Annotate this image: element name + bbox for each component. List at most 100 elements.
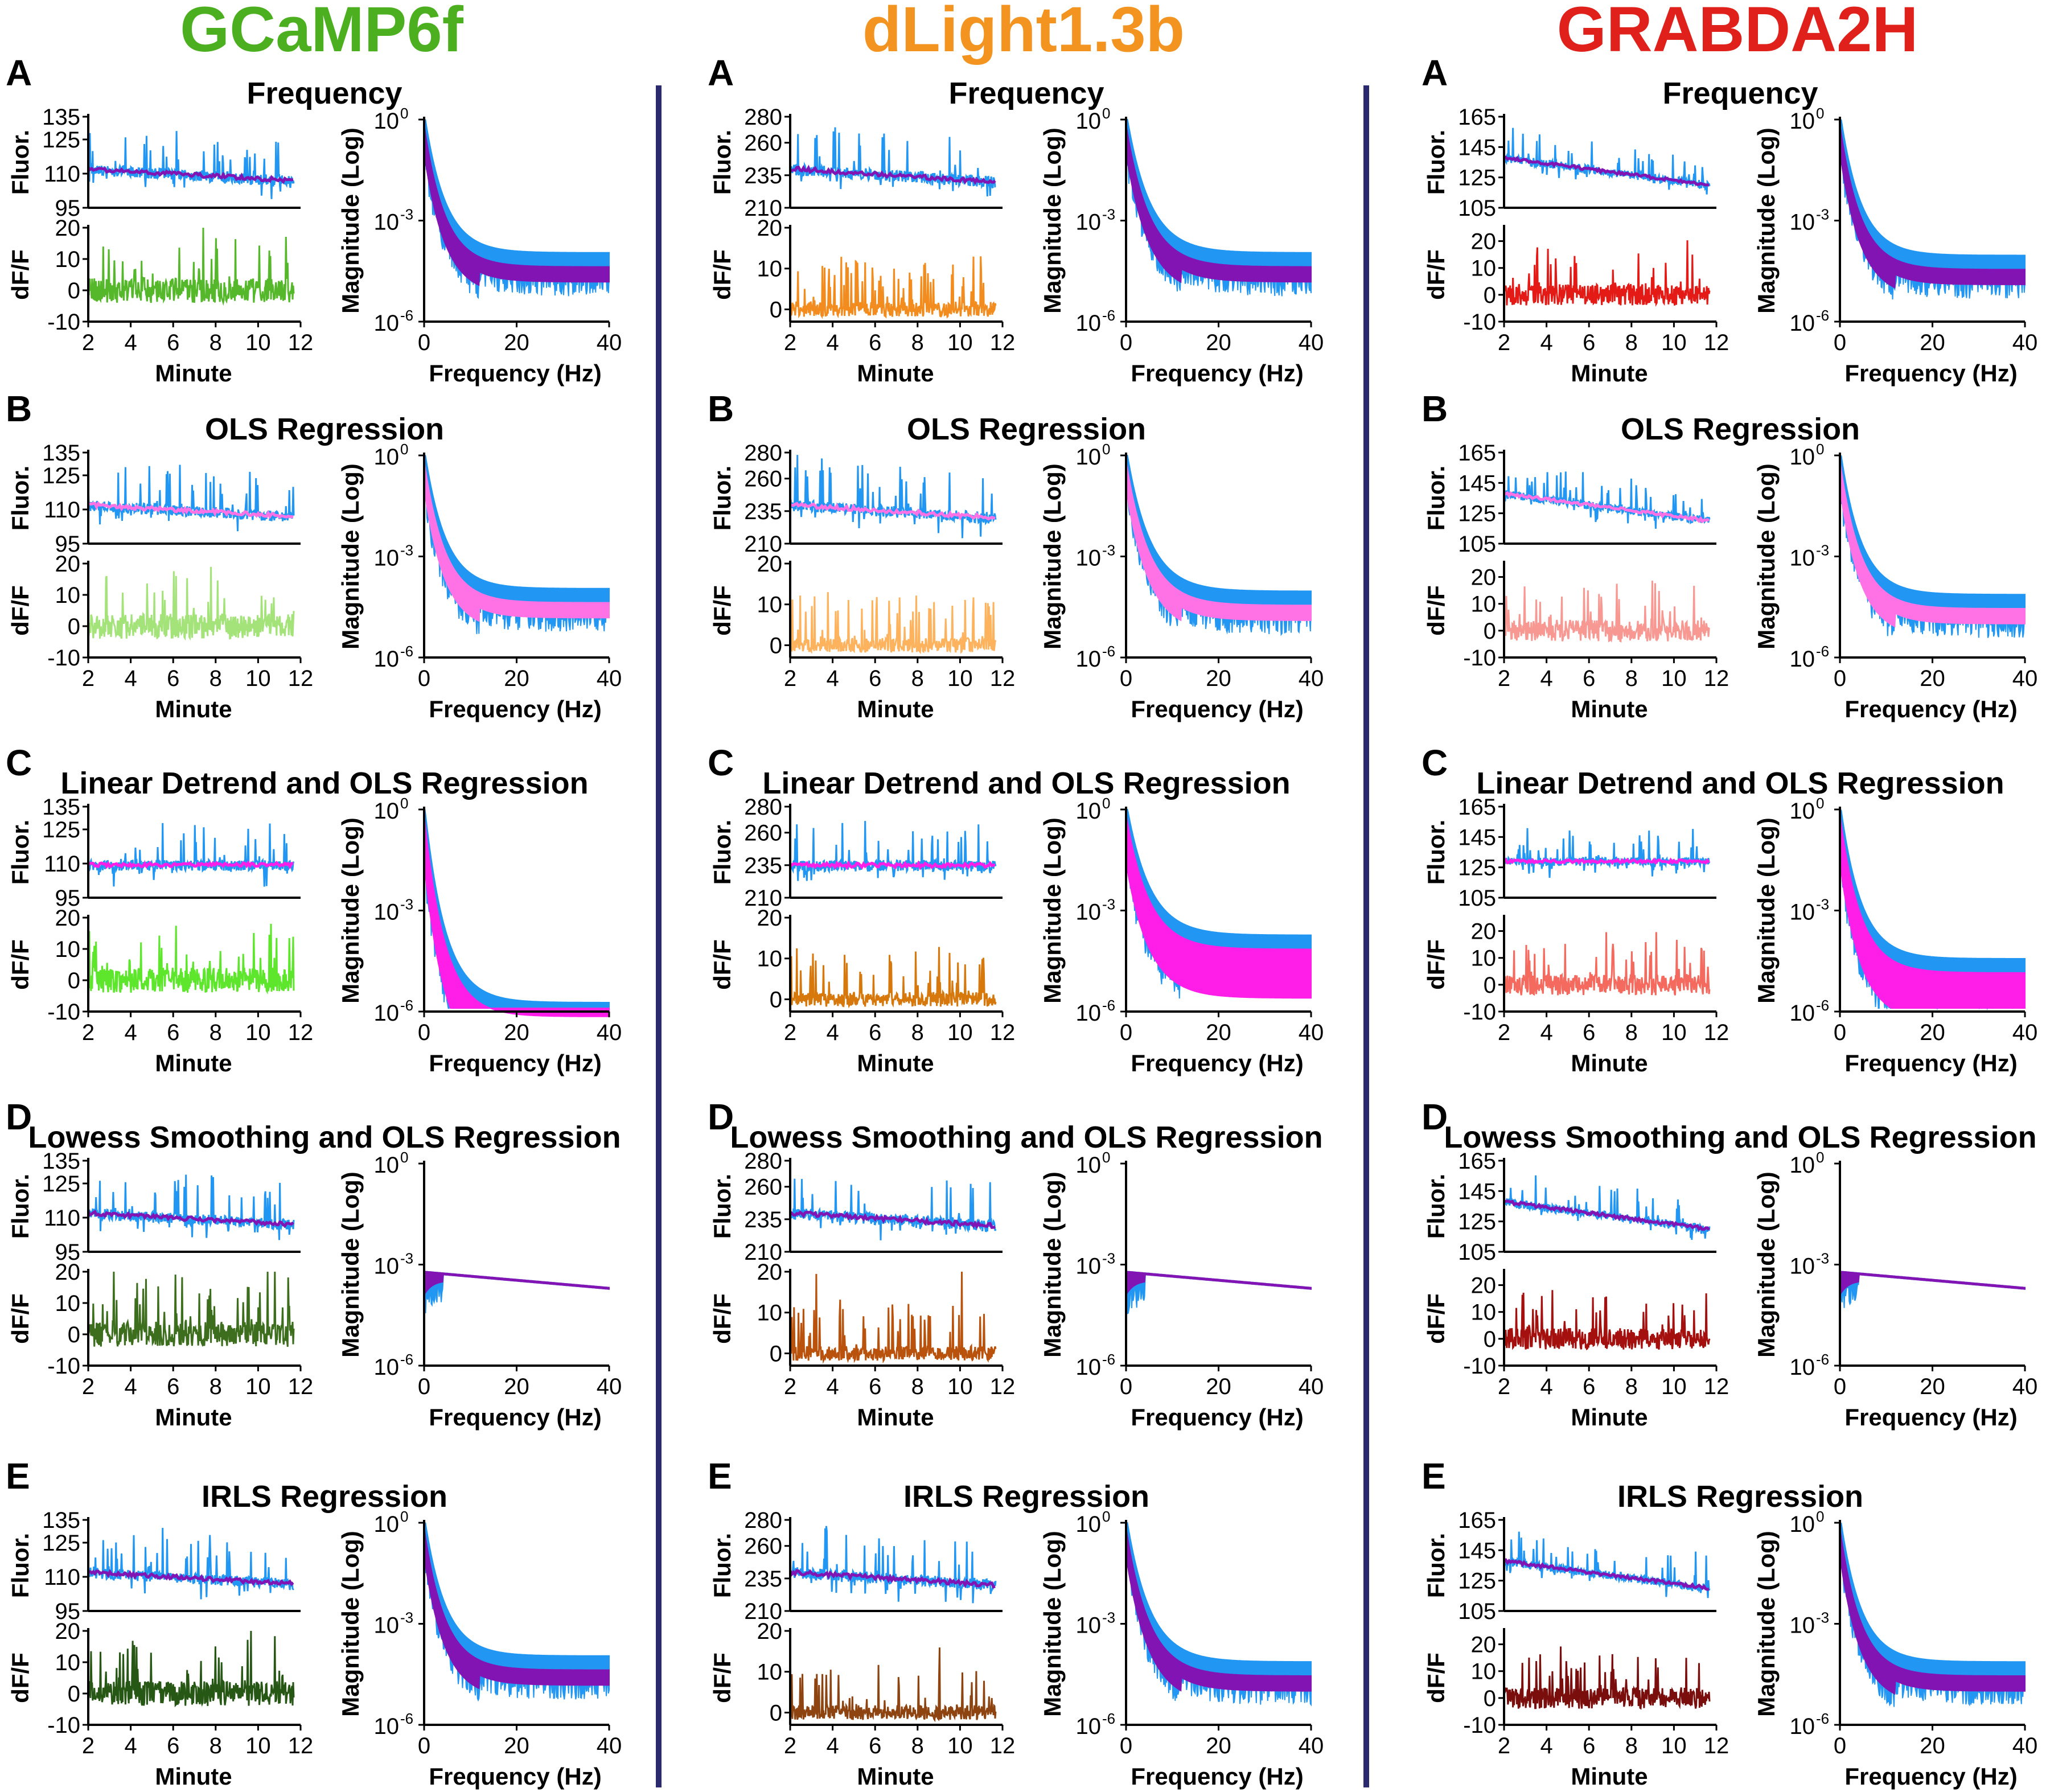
dff-y-tick-label: 0 (68, 278, 80, 303)
fft-x-tick-label: 0 (1834, 1020, 1846, 1045)
dff-y-label: dF/F (7, 1293, 34, 1344)
time-tick-label: 2 (1498, 1374, 1510, 1399)
fft-y-tick-label: 10 (1790, 647, 1815, 672)
dff-y-label: dF/F (1423, 1293, 1449, 1344)
time-tick-label: 2 (784, 1374, 796, 1399)
fft-y-tick-label: 10 (1790, 1355, 1815, 1380)
panel-title: IRLS Regression (903, 1479, 1149, 1514)
fluor-y-label: Fluor. (709, 130, 736, 195)
panel-E-GRABDA2H: E IRLS Regression105125145165Fluor.-10010… (1422, 1456, 2037, 1790)
fluor-y-tick-label: 125 (42, 817, 80, 842)
fft-x-label: Frequency (Hz) (1131, 696, 1303, 722)
fluor-y-label: Fluor. (709, 466, 736, 531)
dff-y-tick-label: -10 (1463, 1354, 1496, 1379)
fft-y-label: Magnitude (Log) (337, 128, 364, 314)
dff-y-tick-label: -10 (47, 1354, 80, 1379)
dff-y-tick-label: 0 (1484, 1327, 1496, 1352)
fft-y-tick-exponent: -3 (1816, 896, 1829, 913)
fluor-y-tick-label: 260 (744, 467, 782, 492)
dff-y-tick-label: -10 (47, 646, 80, 671)
dff-y-tick-label: 10 (757, 947, 783, 972)
panel-letter: D (6, 1096, 32, 1137)
fft-y-tick-label: 10 (1076, 799, 1102, 824)
fft-y-tick-exponent: 0 (1816, 1508, 1824, 1525)
time-tick-label: 12 (288, 330, 314, 355)
fft-y-label: Magnitude (Log) (1039, 128, 1066, 314)
fluor-y-tick-label: 110 (44, 852, 80, 877)
fluor-y-tick-label: 260 (744, 131, 782, 156)
fft-x-tick-label: 40 (597, 1733, 622, 1758)
time-x-label: Minute (857, 1763, 934, 1790)
fft-y-tick-exponent: -6 (1816, 307, 1829, 324)
fluor-y-tick-label: 95 (55, 1599, 81, 1624)
fluor-y-tick-label: 125 (1458, 856, 1496, 881)
fluor-y-tick-label: 110 (44, 1565, 80, 1590)
fft-fit-spectrum (424, 460, 610, 622)
fluor-raw-trace (789, 1178, 997, 1240)
fluor-fit-trace (1503, 155, 1710, 187)
panel-letter: B (1422, 388, 1448, 429)
time-x-label: Minute (1571, 1404, 1648, 1431)
dff-y-tick-label: 10 (1471, 1300, 1497, 1325)
fft-x-tick-label: 20 (1920, 666, 1945, 691)
fft-y-tick-label: 10 (374, 445, 400, 470)
fft-y-tick-label: 10 (1790, 799, 1815, 824)
fluor-y-tick-label: 165 (1458, 795, 1496, 820)
panel-A-GCaMP6f: A Frequency95110125135Fluor.-1001020dF/F2… (6, 52, 622, 387)
time-tick-label: 10 (947, 330, 973, 355)
fluor-fit-trace (789, 502, 996, 521)
time-tick-label: 4 (1540, 330, 1552, 355)
panel-letter: A (6, 52, 32, 93)
dff-y-tick-label: 10 (1471, 1659, 1497, 1684)
fluor-fit-trace (788, 1569, 996, 1589)
time-tick-label: 12 (1704, 1733, 1729, 1758)
fluor-y-tick-label: 165 (1458, 441, 1496, 466)
fluor-raw-trace (789, 127, 996, 196)
fft-y-tick-exponent: 0 (1816, 441, 1824, 458)
fluor-y-tick-label: 145 (1458, 1179, 1496, 1204)
dff-y-tick-label: 10 (55, 937, 81, 962)
column-title: GCaMP6f (180, 0, 464, 65)
fft-x-tick-label: 0 (418, 1374, 430, 1399)
time-tick-label: 2 (1498, 1733, 1510, 1758)
time-tick-label: 10 (947, 1733, 973, 1758)
fft-y-tick-label: 10 (1076, 900, 1102, 925)
panel-title: Frequency (247, 76, 402, 110)
fft-y-tick-label: 10 (1790, 210, 1815, 235)
time-tick-label: 2 (1498, 330, 1510, 355)
fft-y-tick-exponent: -3 (1816, 542, 1829, 559)
fft-x-tick-label: 0 (1834, 1733, 1846, 1758)
fft-y-tick-exponent: 0 (1102, 441, 1110, 458)
time-tick-label: 8 (209, 1374, 222, 1399)
fft-x-tick-label: 0 (418, 330, 430, 355)
time-tick-label: 4 (124, 1374, 137, 1399)
fft-y-tick-exponent: 0 (1102, 105, 1110, 122)
fluor-y-label: Fluor. (709, 1174, 736, 1239)
time-tick-label: 8 (911, 330, 924, 355)
fft-x-tick-label: 20 (1920, 1733, 1945, 1758)
time-tick-label: 8 (911, 666, 924, 691)
dff-y-tick-label: 20 (757, 552, 783, 577)
fluor-y-tick-label: 280 (744, 1149, 782, 1174)
panel-title: Linear Detrend and OLS Regression (1476, 766, 2004, 800)
dff-y-tick-label: -10 (1463, 646, 1496, 671)
dff-y-tick-label: 20 (55, 1260, 81, 1285)
dff-trace (87, 1630, 295, 1708)
dff-y-label: dF/F (7, 1653, 34, 1703)
fluor-y-tick-label: 210 (744, 532, 782, 557)
fluor-y-tick-label: 95 (55, 886, 81, 911)
fluor-raw-trace (87, 131, 295, 199)
fft-y-tick-exponent: 0 (400, 795, 408, 812)
time-tick-label: 2 (82, 666, 95, 691)
fft-y-tick-exponent: 0 (1102, 1149, 1110, 1166)
fft-y-label: Magnitude (Log) (337, 1172, 364, 1358)
fluor-y-tick-label: 125 (42, 128, 80, 153)
fft-fit-spectrum (424, 1271, 610, 1297)
fluor-y-tick-label: 145 (1458, 1538, 1496, 1563)
column-title: dLight1.3b (862, 0, 1185, 65)
panel-B-dLight1.3b: B OLS Regression210235260280Fluor.01020dF… (708, 388, 1324, 722)
fluor-y-tick-label: 125 (42, 1172, 80, 1197)
panel-B-GCaMP6f: B OLS Regression95110125135Fluor.-1001020… (6, 388, 622, 722)
time-tick-label: 2 (82, 1020, 95, 1045)
